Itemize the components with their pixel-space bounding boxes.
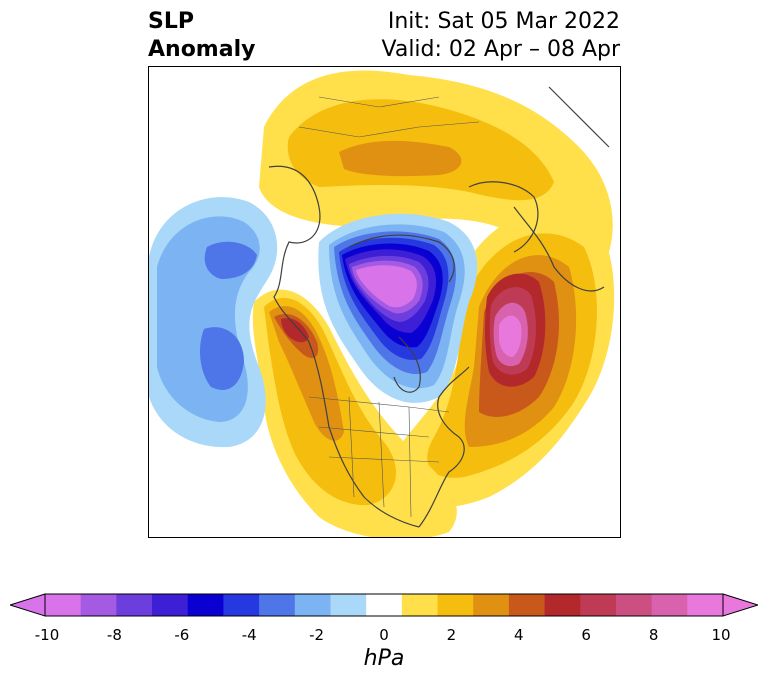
colorbar-tick-label: 0 xyxy=(379,626,389,644)
colorbar-segment xyxy=(366,594,403,616)
colorbar-segment xyxy=(223,594,260,616)
title-variable: SLP xyxy=(148,9,194,34)
title-type: Anomaly xyxy=(148,37,256,62)
colorbar-tick-label: 10 xyxy=(711,626,731,644)
colorbar-segment xyxy=(687,594,724,616)
colorbar-tick-label: -6 xyxy=(174,626,190,644)
anomaly-map xyxy=(148,66,621,538)
colorbar-segment xyxy=(294,594,331,616)
colorbar-segment xyxy=(544,594,581,616)
colorbar-segment xyxy=(508,594,546,616)
init-date: Init: Sat 05 Mar 2022 xyxy=(387,9,620,34)
colorbar-high-extend xyxy=(722,593,758,617)
arctic-low-anomaly xyxy=(318,213,478,403)
colorbar-tick-label: -4 xyxy=(241,626,257,644)
colorbar-tick-label: -8 xyxy=(106,626,122,644)
title-left: SLP Anomaly xyxy=(148,8,255,64)
colorbar-segment xyxy=(45,594,82,616)
colorbar-tick-label: 6 xyxy=(581,626,591,644)
colorbar-tick-label: 2 xyxy=(446,626,457,644)
aleutian-low-anomaly xyxy=(149,197,278,448)
colorbar-segment xyxy=(401,594,439,616)
colorbar-tick-label: 8 xyxy=(648,626,659,644)
colorbar-segment xyxy=(152,594,189,616)
colorbar-segment xyxy=(651,594,688,616)
colorbar-segment xyxy=(80,594,117,616)
colorbar-segment xyxy=(116,594,153,616)
colorbar-segment xyxy=(473,594,510,616)
colorbar-low-extend xyxy=(10,593,46,617)
greenland-atlantic-high-anomaly xyxy=(379,209,615,508)
coastlines xyxy=(268,86,610,528)
colorbar-segment xyxy=(615,594,653,616)
valid-range: Valid: 02 Apr – 08 Apr xyxy=(381,37,621,62)
colorbar-segment xyxy=(437,594,474,616)
map-canvas xyxy=(149,70,615,537)
country-borders xyxy=(298,96,480,518)
colorbar-tick-label: 4 xyxy=(514,626,524,644)
siberia-high-anomaly xyxy=(259,70,613,264)
colorbar-segment xyxy=(330,594,367,616)
title-right: Init: Sat 05 Mar 2022 Valid: 02 Apr – 08… xyxy=(382,8,621,64)
colorbar-segment xyxy=(259,594,296,616)
colorbar-tick-label: -2 xyxy=(309,626,325,644)
colorbar-segment xyxy=(187,594,224,616)
colorbar-tick-label: -10 xyxy=(34,626,60,644)
colorbar-frame xyxy=(44,593,724,617)
colorbar-segment xyxy=(580,594,617,616)
colorbar xyxy=(10,593,758,617)
colorbar-unit: hPa xyxy=(363,646,405,671)
